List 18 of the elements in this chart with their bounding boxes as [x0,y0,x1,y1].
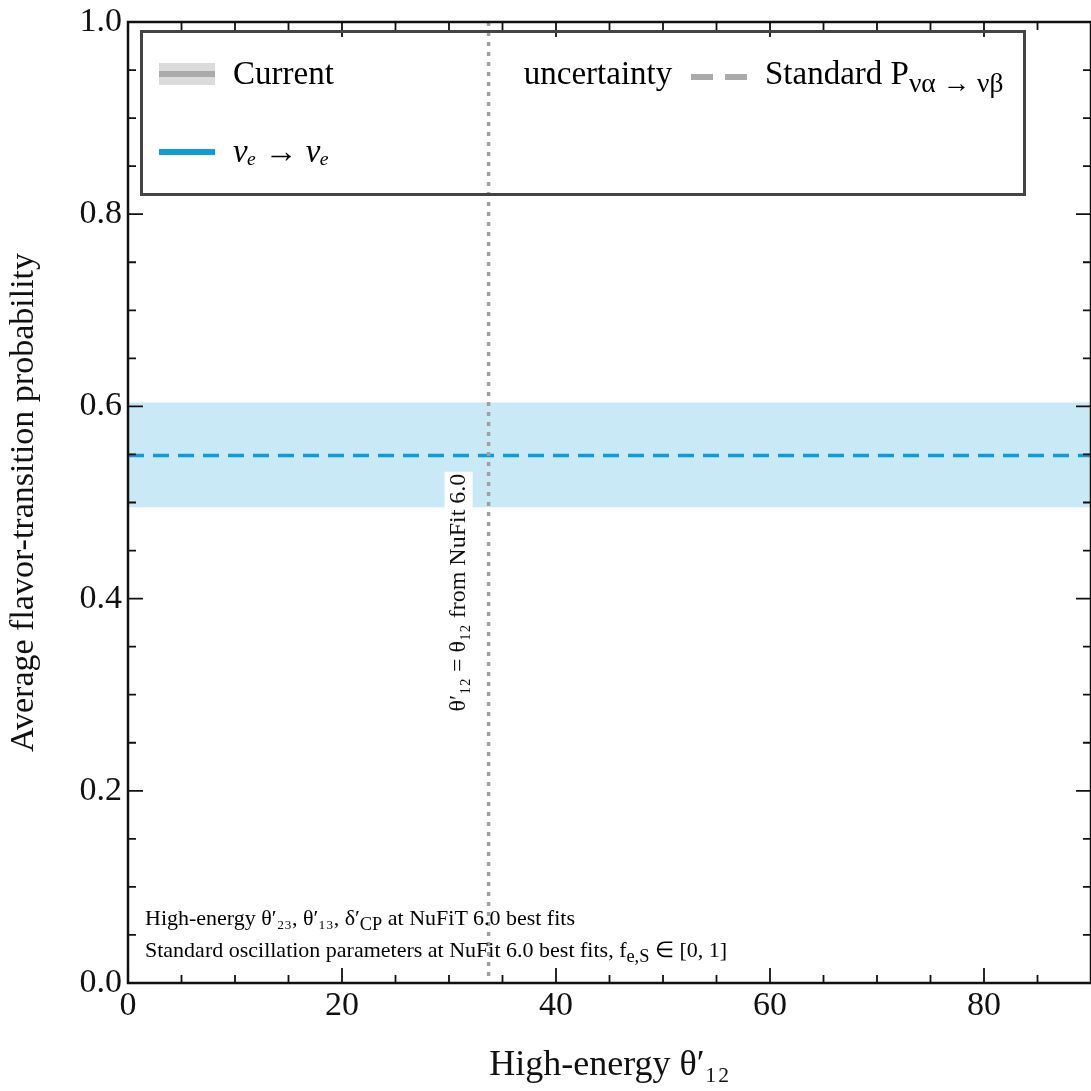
x-axis-title: High-energy θ′₁₂ [489,1042,730,1083]
x-tick-label: 60 [753,984,787,1022]
y-tick-label: 0.2 [79,769,122,807]
y-tick-label: 0.0 [79,961,122,999]
y-tick-label: 1.0 [79,0,122,38]
annotation: High-energy θ′₂₃, θ′₁₃, δ′$_{CP}$ at NuFiT 6.0 best fits [145,905,575,936]
x-tick-label: 40 [539,984,573,1022]
annotation: Standard oscillation parameters at NuFit 6.0 best fits, f$_{e,S}$ ∈ [0, 1] [145,937,728,968]
x-tick-label: 20 [325,984,359,1022]
x-tick-label: 80 [967,984,1001,1022]
y-tick-label: 0.8 [79,193,122,231]
y-axis-title: Average flavor-transition probability [3,252,41,753]
legend-label: νₑ → νₑ [233,133,330,170]
annotation: Standard P$_{να → νβ}$ [765,55,1004,99]
y-tick-label: 0.6 [79,385,122,423]
y-tick-label: 0.4 [79,577,122,615]
text: Current uncertainty [233,55,673,91]
ref-line-label: θ′₁₂ = θ₁₂ from NuFit 6.0 [443,473,470,712]
